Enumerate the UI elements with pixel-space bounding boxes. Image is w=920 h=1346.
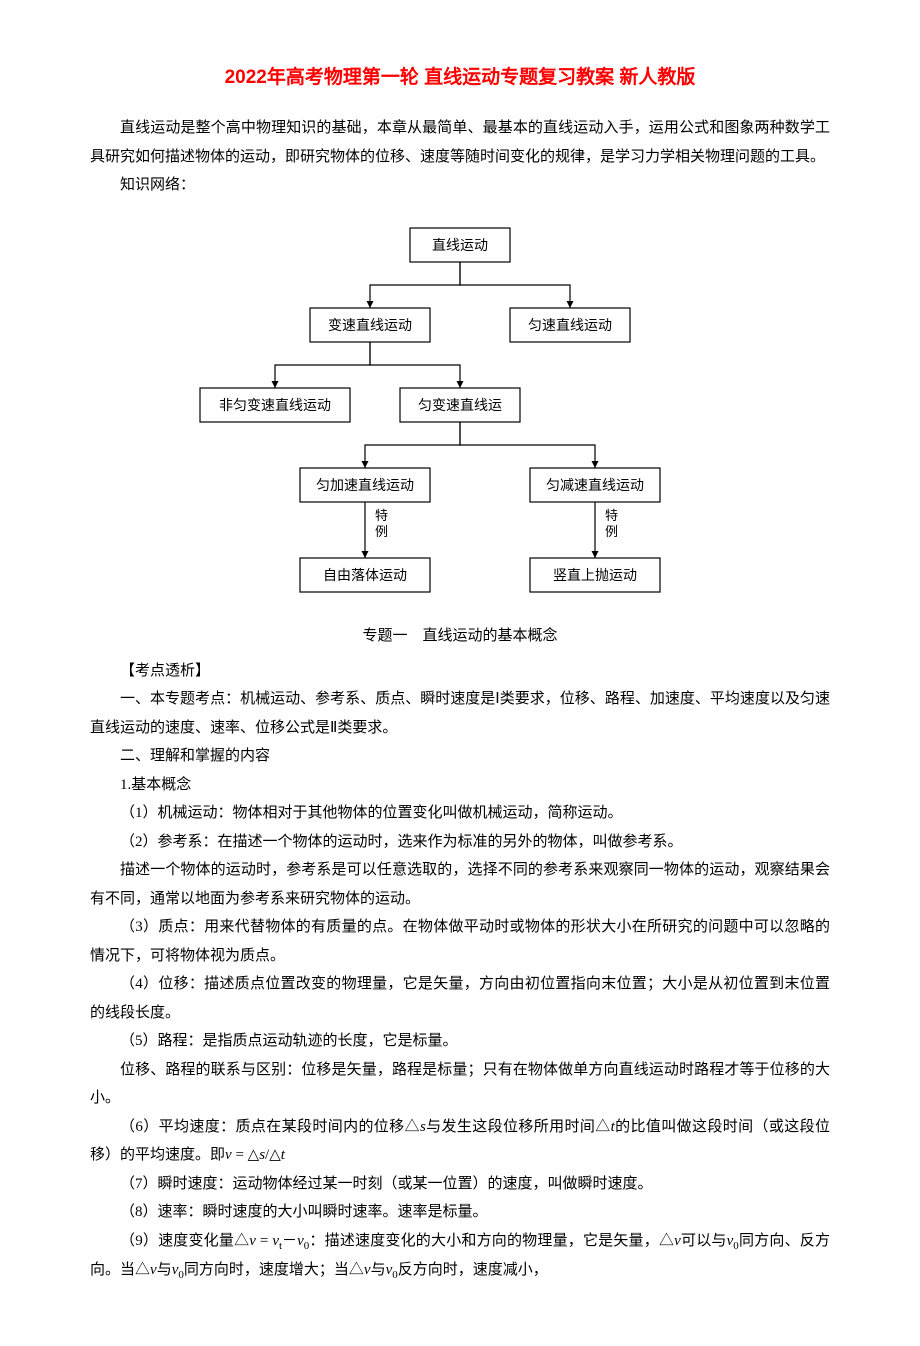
body-paragraph: （9）速度变化量△v = vt－v0：描述速度变化的大小和方向的物理量，它是矢量… <box>90 1227 830 1287</box>
intro-paragraph-2: 知识网络： <box>90 171 830 200</box>
text: ：描述速度变化的大小和方向的物理量，它是矢量，△ <box>309 1233 674 1249</box>
svg-text:直线运动: 直线运动 <box>432 237 488 254</box>
svg-text:匀速直线运动: 匀速直线运动 <box>528 317 612 334</box>
text: /△ <box>265 1147 281 1163</box>
svg-text:非匀变速直线运动: 非匀变速直线运动 <box>219 397 331 414</box>
var-v0: v <box>297 1233 304 1249</box>
text: （6）平均速度：质点在某段时间内的位移△ <box>120 1119 420 1135</box>
var-v: v <box>674 1233 681 1249</box>
body-paragraph: （6）平均速度：质点在某段时间内的位移△s与发生这段位移所用时间△t的比值叫做这… <box>90 1113 830 1170</box>
text: 同方向时，速度增大；当△ <box>184 1262 364 1278</box>
var-v: v <box>364 1262 371 1278</box>
svg-text:特: 特 <box>605 508 618 523</box>
svg-text:自由落体运动: 自由落体运动 <box>323 568 407 584</box>
svg-text:例: 例 <box>605 524 618 539</box>
page-title: 2022年高考物理第一轮 直线运动专题复习教案 新人教版 <box>90 60 830 96</box>
svg-text:特: 特 <box>375 508 388 523</box>
text: = △ <box>232 1147 260 1163</box>
svg-text:例: 例 <box>375 524 388 539</box>
body-paragraph: （4）位移：描述质点位置改变的物理量，它是矢量，方向由初位置指向末位置；大小是从… <box>90 970 830 1027</box>
var-v: v <box>150 1262 157 1278</box>
text: 可以与 <box>681 1233 727 1249</box>
svg-text:变速直线运动: 变速直线运动 <box>328 317 412 334</box>
text: 与发生这段位移所用时间△ <box>426 1119 611 1135</box>
text: 反方向时，速度减小， <box>398 1262 548 1278</box>
text: = <box>256 1233 272 1249</box>
body-paragraph: （2）参考系：在描述一个物体的运动时，选来作为标准的另外的物体，叫做参考系。 <box>90 828 830 857</box>
body-paragraph: 位移、路程的联系与区别：位移是矢量，路程是标量；只有在物体做单方向直线运动时路程… <box>90 1056 830 1113</box>
text: 与 <box>157 1262 172 1278</box>
body-paragraph: 1.基本概念 <box>90 771 830 800</box>
intro-paragraph-1: 直线运动是整个高中物理知识的基础，本章从最简单、最基本的直线运动入手，运用公式和… <box>90 114 830 171</box>
body-paragraph: （5）路程：是指质点运动轨迹的长度，它是标量。 <box>90 1027 830 1056</box>
var-vt: v <box>272 1233 279 1249</box>
body-paragraph: 二、理解和掌握的内容 <box>90 742 830 771</box>
body-paragraph: 描述一个物体的运动时，参考系是可以任意选取的，选择不同的参考系来观察同一物体的运… <box>90 856 830 913</box>
var-v: v <box>249 1233 256 1249</box>
text: （9）速度变化量△ <box>120 1233 249 1249</box>
text: 与 <box>371 1262 386 1278</box>
body-paragraph: （3）质点：用来代替物体的有质量的点。在物体做平动时或物体的形状大小在所研究的问… <box>90 913 830 970</box>
svg-text:匀变速直线运: 匀变速直线运 <box>418 397 502 414</box>
text: － <box>282 1233 297 1249</box>
body-paragraph: （1）机械运动：物体相对于其他物体的位置变化叫做机械运动，简称运动。 <box>90 799 830 828</box>
svg-text:匀减速直线运动: 匀减速直线运动 <box>546 477 644 494</box>
body-paragraph: （8）速率：瞬时速度的大小叫瞬时速率。速率是标量。 <box>90 1198 830 1227</box>
var-t: t <box>281 1147 285 1163</box>
var-v: v <box>225 1147 232 1163</box>
body-paragraph: （7）瞬时速度：运动物体经过某一时刻（或某一位置）的速度，叫做瞬时速度。 <box>90 1170 830 1199</box>
body-paragraph: 一、本专题考点：机械运动、参考系、质点、瞬时速度是Ⅰ类要求，位移、路程、加速度、… <box>90 685 830 742</box>
svg-text:竖直上抛运动: 竖直上抛运动 <box>553 567 637 584</box>
heading-analysis: 【考点透析】 <box>90 657 830 686</box>
section-subtitle: 专题一 直线运动的基本概念 <box>90 622 830 651</box>
svg-text:匀加速直线运动: 匀加速直线运动 <box>316 477 414 494</box>
knowledge-tree-diagram: 特例特例直线运动变速直线运动匀速直线运动非匀变速直线运动匀变速直线运匀加速直线运… <box>180 218 740 609</box>
